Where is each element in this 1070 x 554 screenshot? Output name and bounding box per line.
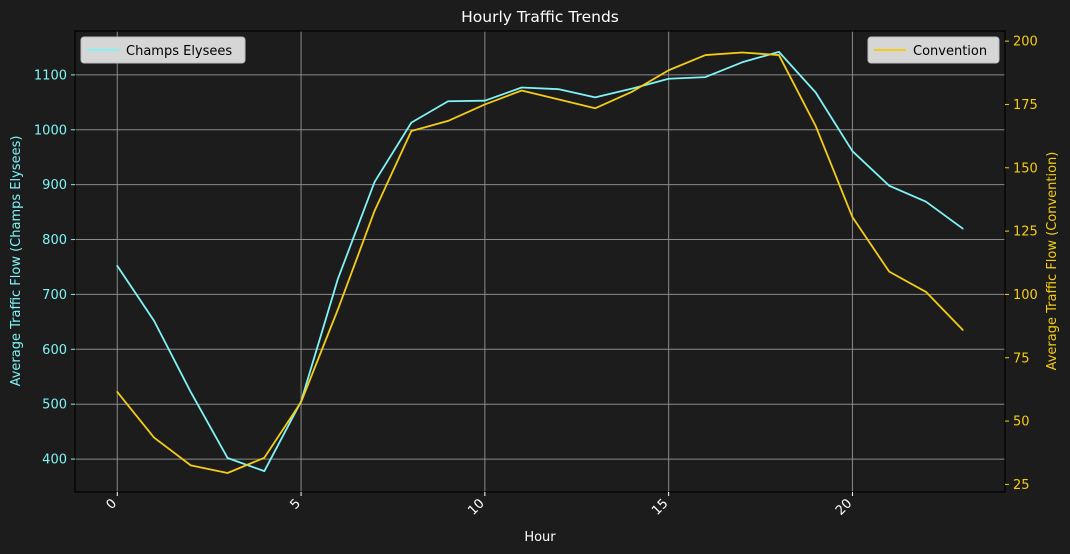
y-tick-label-left: 900 <box>42 178 67 193</box>
y-tick-label-right: 50 <box>1013 415 1030 430</box>
y-tick-label-left: 1100 <box>34 68 67 83</box>
y-tick-label-left: 1000 <box>34 123 67 138</box>
x-axis-label: Hour <box>524 530 556 545</box>
y-tick-label-right: 175 <box>1013 98 1038 113</box>
y-tick-label-left: 800 <box>42 233 67 248</box>
y-tick-label-left: 700 <box>42 288 67 303</box>
series-line-convention <box>116 51 964 474</box>
series-lines <box>116 50 964 474</box>
y-tick-label-right: 25 <box>1013 478 1030 493</box>
y-tick-label-right: 150 <box>1013 161 1038 176</box>
y-tick-label-right: 200 <box>1013 35 1038 50</box>
legend-box <box>867 36 1000 64</box>
y-axis-label-left: Average Traffic Flow (Champs Elysees) <box>9 136 24 387</box>
series-line-champs-elysees <box>116 50 964 473</box>
chart-title: Hourly Traffic Trends <box>461 8 619 26</box>
y-axis-left: 400 500 600 700 800 900 1000 1100 <box>34 68 75 468</box>
legend-champs-elysees: Champs Elysees <box>80 36 246 64</box>
y-tick-label-right: 100 <box>1013 288 1038 303</box>
y-tick-label-left: 400 <box>42 453 67 468</box>
y-tick-label-left: 500 <box>42 398 67 413</box>
y-tick-label-left: 600 <box>42 343 67 358</box>
legend-convention: Convention <box>867 36 1000 64</box>
legend-label-convention: Convention <box>913 44 987 59</box>
y-axis-label-right: Average Traffic Flow (Convention) <box>1045 152 1060 371</box>
legend-label-champs-elysees: Champs Elysees <box>126 44 232 59</box>
y-tick-label-right: 125 <box>1013 225 1038 240</box>
y-tick-label-right: 75 <box>1013 351 1030 366</box>
y-axis-right: 25 50 75 100 125 150 175 200 <box>1005 35 1038 493</box>
legend-box <box>80 36 246 64</box>
plot-frame <box>74 30 1006 493</box>
